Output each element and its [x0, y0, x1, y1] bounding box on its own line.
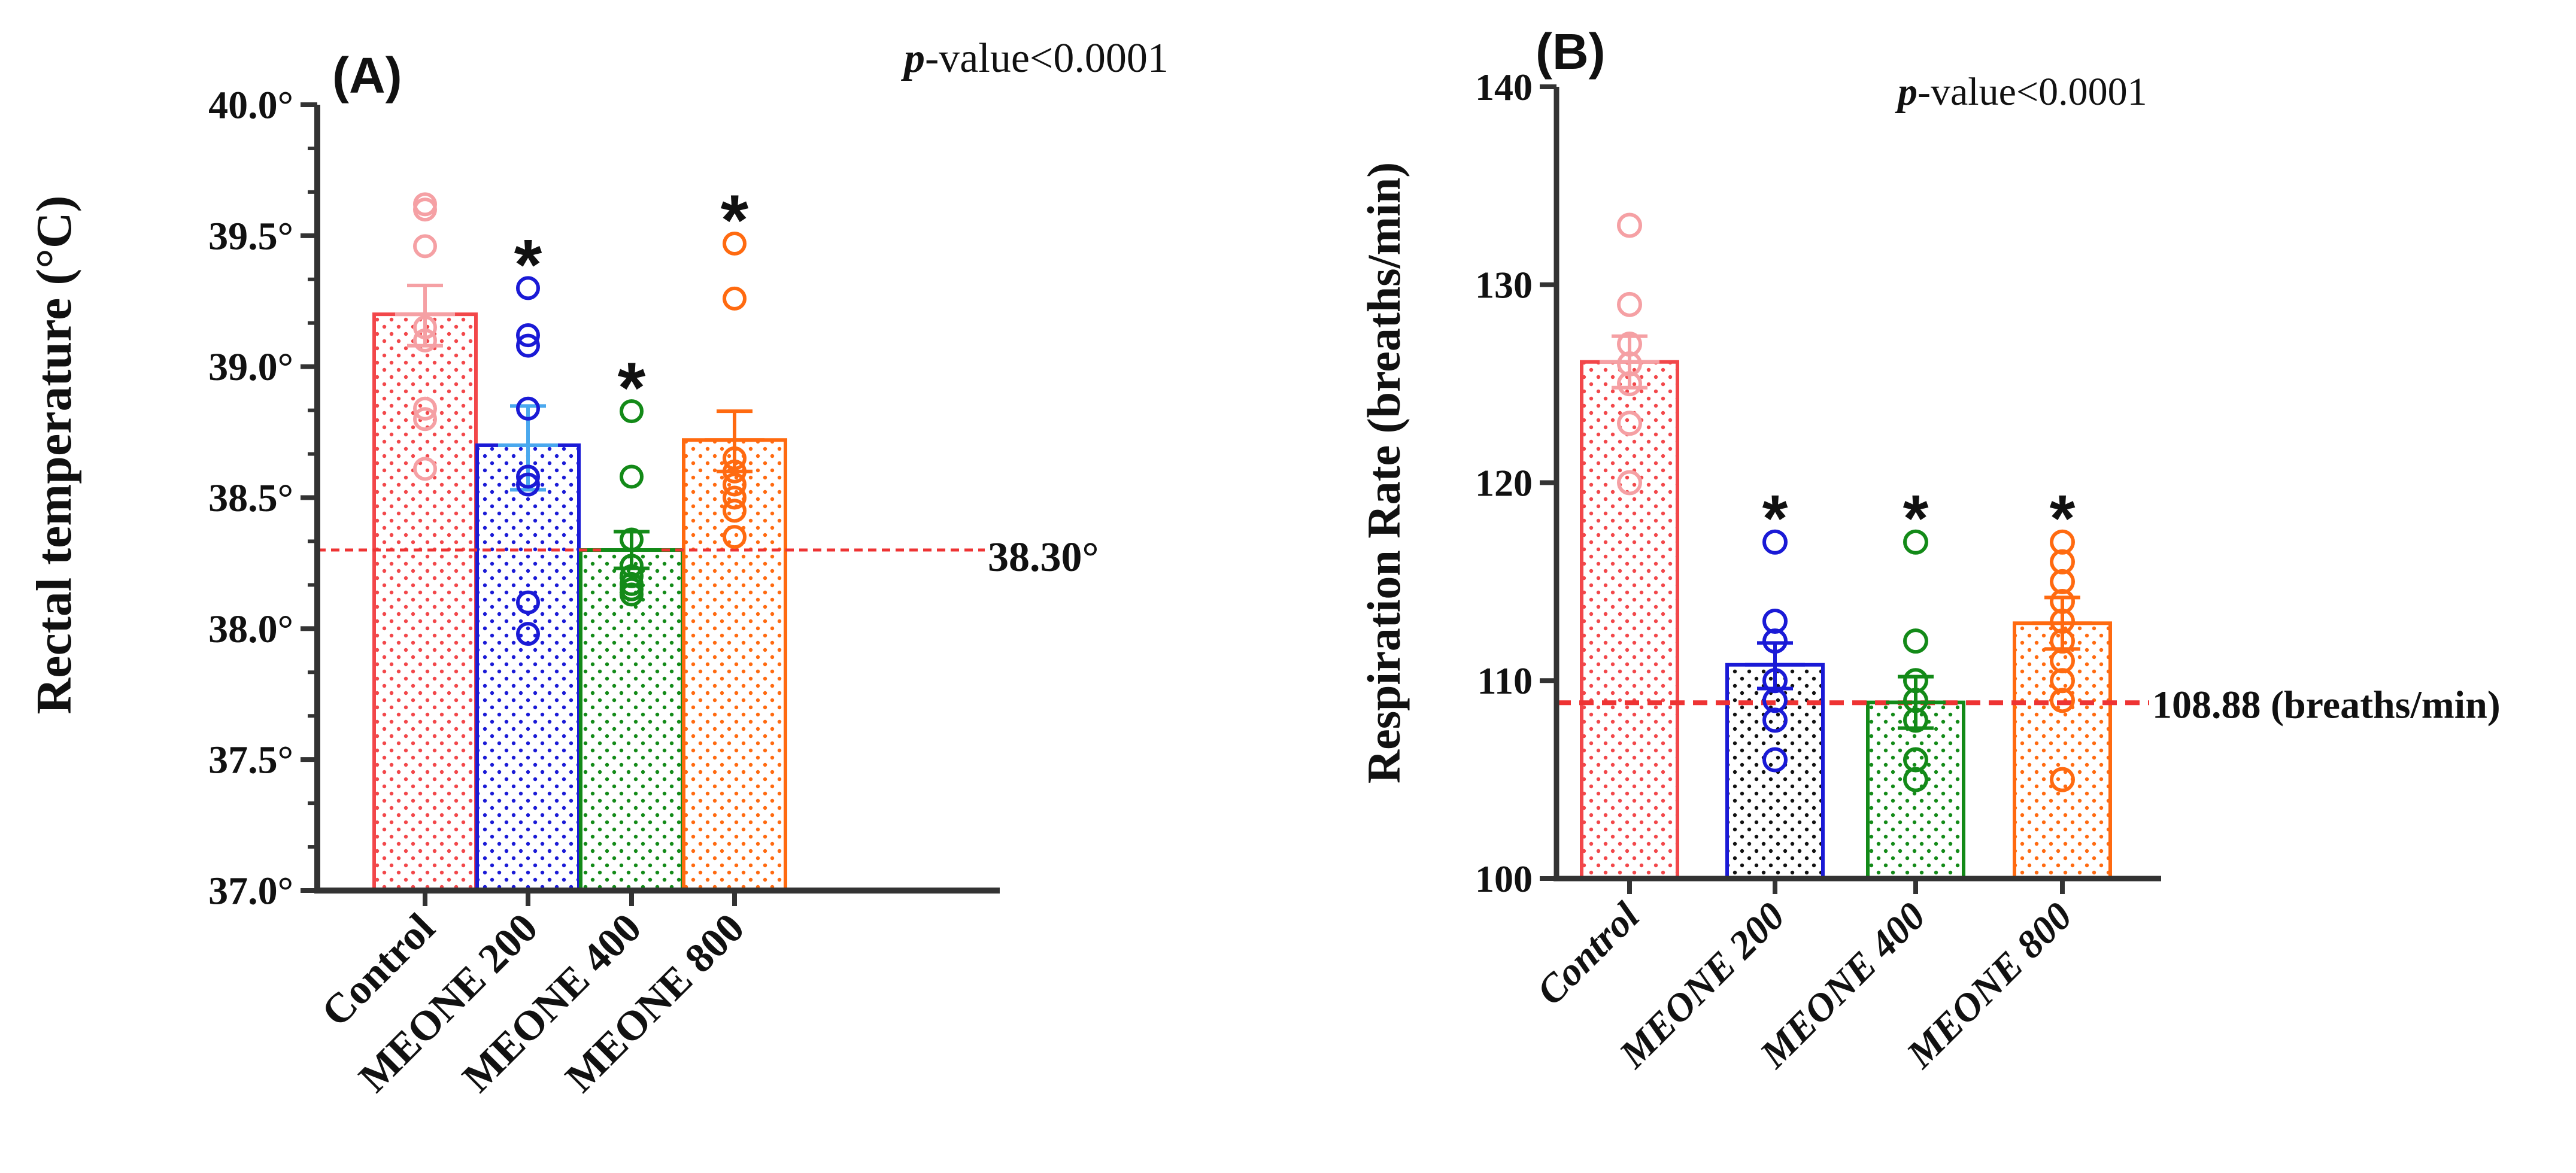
- data-point: [1903, 529, 1928, 555]
- y-tick-label: 130: [1475, 264, 1533, 306]
- bar-meone-200: [475, 443, 581, 892]
- data-point: [413, 197, 437, 222]
- data-point: [413, 234, 437, 259]
- y-tick-label: 110: [1477, 660, 1533, 702]
- data-point: [1617, 371, 1642, 397]
- reference-line-label: 38.30°: [988, 534, 1099, 581]
- panel-b: (B) p-value<0.0001 Respiration Rate (bre…: [1358, 23, 2501, 1077]
- data-point: [723, 525, 747, 549]
- data-point: [723, 286, 747, 311]
- data-point: [723, 446, 747, 470]
- y-tick-label: 39.5°: [208, 214, 293, 258]
- significance-star: *: [1903, 482, 1929, 555]
- data-point: [413, 315, 437, 340]
- data-point: [516, 333, 540, 358]
- data-point: [620, 554, 644, 578]
- data-point: [516, 276, 540, 300]
- x-category-label: MEONE 800: [557, 905, 753, 1101]
- data-point: [413, 407, 437, 431]
- error-bar: [1600, 334, 1659, 390]
- data-point: [1903, 707, 1928, 733]
- data-point: [1617, 291, 1642, 317]
- y-tick-label: 37.0°: [208, 869, 293, 913]
- data-point: [516, 464, 540, 489]
- data-point: [1762, 529, 1788, 555]
- y-tick-label: 40.0°: [208, 83, 293, 127]
- data-point: [1762, 707, 1788, 733]
- x-category-label: MEONE 200: [350, 905, 547, 1101]
- data-point: [516, 472, 540, 497]
- y-tick-label: 38.0°: [208, 607, 293, 651]
- panel-b-y-axis-label: Respiration Rate (breaths/min): [1358, 162, 1410, 784]
- significance-star: *: [1762, 482, 1788, 555]
- data-point: [723, 499, 747, 523]
- y-tick-label: 100: [1475, 858, 1533, 900]
- bar-control: [372, 312, 478, 892]
- significance-star: *: [514, 224, 542, 305]
- data-point: [1617, 411, 1642, 436]
- data-point: [620, 399, 644, 424]
- data-point: [2050, 688, 2075, 713]
- data-point: [516, 396, 540, 421]
- data-point: [1762, 628, 1788, 654]
- panel-a-y-axis-label: Rectal temperature (°C): [26, 196, 82, 715]
- data-point: [1903, 767, 1928, 792]
- data-point: [1762, 747, 1788, 773]
- data-point: [723, 485, 747, 510]
- error-bar: [1886, 674, 1946, 730]
- data-point: [2050, 767, 2075, 792]
- data-point: [620, 527, 644, 552]
- y-tick-label: 37.5°: [208, 739, 293, 782]
- data-point: [620, 464, 644, 489]
- data-point: [1617, 470, 1642, 496]
- data-point: [723, 459, 747, 484]
- y-tick-label: 39.0°: [208, 345, 293, 389]
- data-point: [516, 590, 540, 615]
- y-tick-label: 120: [1475, 461, 1533, 504]
- reference-line-label: 108.88 (breaths/min): [2152, 683, 2501, 727]
- data-point: [1617, 212, 1642, 238]
- significance-star: *: [618, 348, 646, 428]
- data-point: [723, 472, 747, 497]
- x-category-label: MEONE 400: [454, 905, 650, 1101]
- data-point: [413, 396, 437, 421]
- bar-control: [1580, 360, 1679, 880]
- panel-a: (A) p-value<0.0001 Rectal temperature (°…: [26, 35, 1169, 1101]
- significance-star: *: [721, 180, 749, 260]
- y-tick-label: 140: [1475, 66, 1533, 108]
- panel-b-label: (B): [1536, 23, 1606, 80]
- significance-star: *: [2050, 482, 2076, 555]
- data-point: [516, 323, 540, 348]
- data-point: [620, 564, 644, 588]
- panel-a-p-value: p-value<0.0001: [901, 35, 1169, 81]
- data-point: [413, 457, 437, 481]
- data-point: [1903, 628, 1928, 654]
- y-tick-label: 38.5°: [208, 476, 293, 520]
- bar-meone-800: [2013, 621, 2112, 881]
- panel-a-label: (A): [332, 47, 402, 104]
- x-category-label: Control: [1528, 894, 1648, 1014]
- panel-b-p-value: p-value<0.0001: [1895, 70, 2147, 114]
- data-point: [723, 231, 747, 256]
- data-point: [620, 582, 644, 607]
- data-point: [516, 622, 540, 646]
- error-bar: [2032, 595, 2092, 651]
- data-point: [413, 328, 437, 352]
